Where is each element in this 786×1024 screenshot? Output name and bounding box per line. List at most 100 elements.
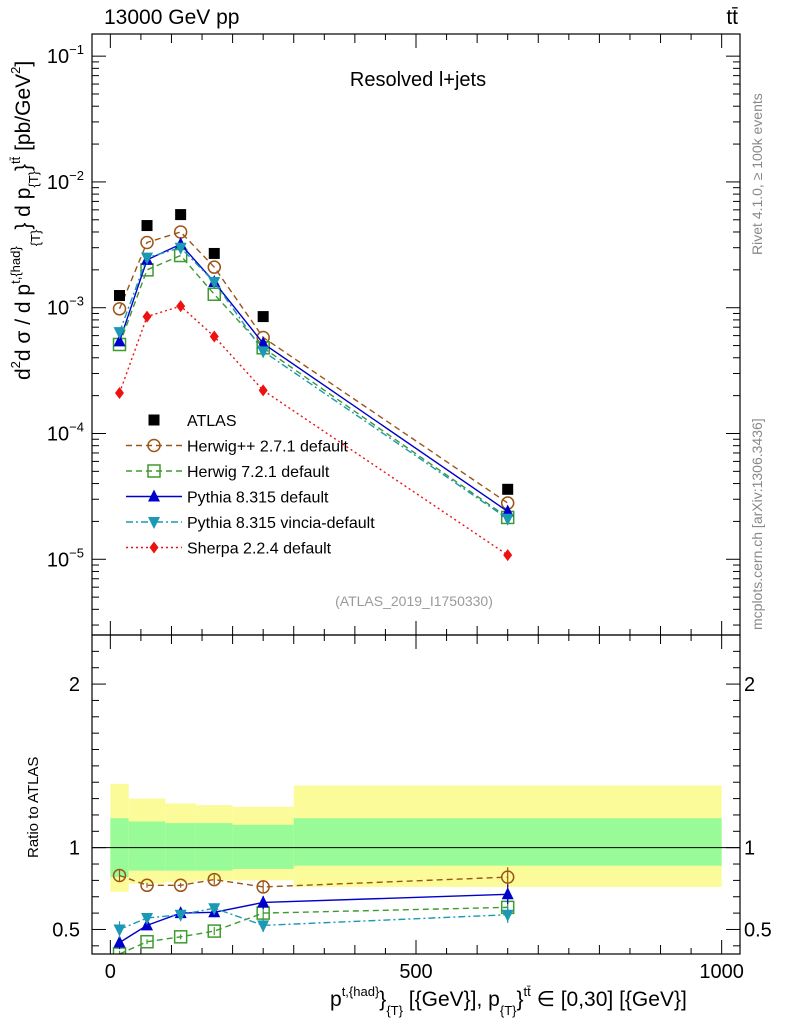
ratio-axis-ticks: 0.5 0.5 1 1 2 2 0 500 1000 <box>52 634 772 983</box>
series-line-1 <box>118 254 509 519</box>
main-axis-ticks: 10−1 10−2 10−3 10−4 10−5 <box>47 34 740 635</box>
y-tick-label: 10−4 <box>47 419 84 445</box>
data-point <box>502 483 514 495</box>
series-point-3 <box>141 252 154 265</box>
ratio-tick-label-left: 0.5 <box>52 919 80 941</box>
legend-label-1: Herwig 7.2.1 default <box>187 464 330 481</box>
series-point-4 <box>115 386 125 399</box>
ratio-tick-label-right: 0.5 <box>744 919 772 941</box>
ratio-point-0 <box>207 872 222 887</box>
ratio-point-0 <box>140 878 154 893</box>
x-axis-label-part-b: [{GeV}], p <box>409 988 500 1011</box>
y-tick-label: 10−2 <box>47 168 84 194</box>
ratio-tick-label-left: 1 <box>69 838 80 860</box>
series-point-4 <box>258 384 268 397</box>
main-series <box>112 209 515 562</box>
ratio-tick-label-left: 2 <box>69 674 80 696</box>
data-point <box>208 247 220 259</box>
ratio-point-1 <box>173 930 188 944</box>
ratio-point-2 <box>501 887 514 900</box>
ratio-point-0 <box>173 878 188 893</box>
ratio-band-inner <box>195 823 233 871</box>
x-tick-label: 0 <box>105 961 116 983</box>
y-axis-label: d2d σ / d pt,{had}{T}} d p{T}}tt̄ [pb/Ge… <box>8 61 43 380</box>
ratio-point-1 <box>140 934 154 949</box>
data-point <box>257 311 269 323</box>
series-point-0 <box>173 225 188 239</box>
legend-label-data: ATLAS <box>187 413 237 430</box>
ratio-band-inner <box>232 824 294 869</box>
process-label: tt̄ <box>726 6 738 29</box>
x-axis-label-part-c: ∈ [0,30] [{GeV}] <box>537 988 687 1011</box>
analysis-watermark: (ATLAS_2019_I1750330) <box>335 593 493 609</box>
legend-marker-data <box>148 414 160 426</box>
legend-marker-2 <box>148 489 160 502</box>
ratio-point-3 <box>257 920 270 933</box>
ratio-tick-label-right: 1 <box>744 838 755 860</box>
series-point-3 <box>174 242 187 255</box>
series-point-3 <box>501 513 514 526</box>
ratio-point-2 <box>113 935 126 948</box>
ratio-point-3 <box>208 903 221 916</box>
ratio-point-0 <box>500 870 515 884</box>
ratio-band-inner <box>293 818 722 866</box>
series-point-4 <box>176 300 186 313</box>
series-point-3 <box>113 327 126 340</box>
y-axis-label-unit: [pb/GeV <box>12 74 35 151</box>
ratio-band-inner <box>165 823 196 871</box>
ratio-point-3 <box>113 924 126 937</box>
series-point-3 <box>208 277 221 290</box>
ratio-band-inner <box>128 821 166 871</box>
legend-label-3: Pythia 8.315 vincia-default <box>187 515 375 532</box>
ratio-line-2 <box>119 893 508 944</box>
y-tick-label: 10−5 <box>47 545 84 571</box>
legend-marker-4 <box>149 541 159 554</box>
data-point <box>114 290 126 302</box>
legend-marker-1 <box>147 464 161 478</box>
y-tick-label: 10−1 <box>47 42 84 68</box>
data-point <box>175 209 187 221</box>
series-point-0 <box>207 260 222 274</box>
ratio-line-3 <box>119 907 508 931</box>
series-point-0 <box>140 235 154 250</box>
ratio-series <box>112 867 515 954</box>
series-point-3 <box>257 346 270 359</box>
series-line-3 <box>118 246 509 520</box>
ratio-bands <box>110 783 722 892</box>
ratio-tick-label-right: 2 <box>744 674 755 696</box>
legend-marker-3 <box>148 517 160 529</box>
legend: ATLAS Herwig++ 2.7.1 default Herwig 7.2.1 … <box>126 413 375 558</box>
legend-label-2: Pythia 8.315 default <box>187 490 329 507</box>
legend-label-4: Sherpa 2.2.4 default <box>187 541 332 558</box>
rivet-label: Rivet 4.1.0, ≥ 100k events <box>749 93 765 255</box>
series-point-2 <box>257 336 270 349</box>
ratio-line-0 <box>119 874 508 888</box>
series-point-4 <box>209 330 219 343</box>
x-tick-label: 1000 <box>699 961 744 983</box>
ratio-point-2 <box>257 895 270 908</box>
y-tick-label: 10−3 <box>47 294 84 320</box>
ratio-point-3 <box>141 913 154 926</box>
legend-marker-0 <box>147 438 161 453</box>
svg-text:d2d σ / d pt,{had}{T}} d p{T}}: d2d σ / d pt,{had}{T}} d p{T}}tt̄ [pb/Ge… <box>8 61 43 380</box>
ratio-frame <box>91 634 741 955</box>
series-point-4 <box>503 549 513 562</box>
series-point-0 <box>112 302 127 316</box>
data-point <box>141 220 153 232</box>
svg-text:pt,{had}}{T} [{GeV}], p{T}}tt̄: pt,{had}}{T} [{GeV}], p{T}}tt̄ ∈ [0,30] … <box>330 984 687 1018</box>
ratio-point-0 <box>256 880 270 894</box>
x-axis-label: pt,{had}}{T} [{GeV}], p{T}}tt̄ ∈ [0,30] … <box>330 984 687 1018</box>
ratio-point-1 <box>207 924 222 938</box>
x-axis-label-part-a: p <box>330 988 342 1011</box>
series-point-2 <box>501 504 514 517</box>
series-line-0 <box>118 231 509 504</box>
ratio-point-3 <box>174 909 187 922</box>
x-tick-label: 500 <box>399 961 432 983</box>
energy-label: 13000 GeV pp <box>104 6 239 29</box>
series-point-4 <box>142 310 152 323</box>
plot-title: Resolved l+jets <box>350 69 486 91</box>
ratio-point-0 <box>112 868 127 883</box>
series-point-2 <box>113 334 126 347</box>
mcplots-label: mcplots.cern.ch [arXiv:1306.3436] <box>749 418 765 630</box>
